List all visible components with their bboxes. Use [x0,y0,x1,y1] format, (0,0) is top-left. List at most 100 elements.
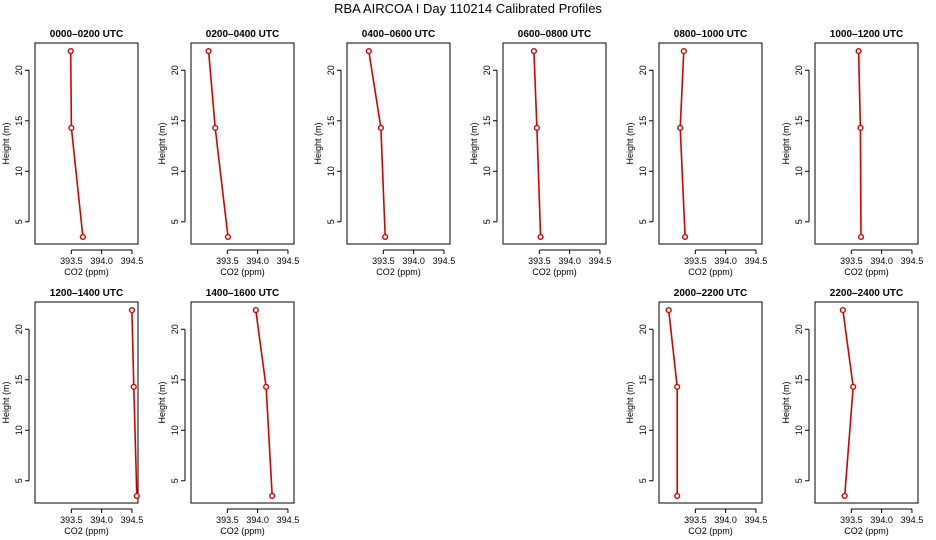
data-point [680,47,687,55]
y-tick-label: 5 [794,478,804,483]
profile-line [255,309,273,496]
profile-line [69,51,84,237]
y-tick-label: 15 [14,375,24,385]
panel-title: 1200–1400 UTC [50,288,123,299]
x-tick-label: 394.0 [402,256,425,266]
profile-line [857,51,862,237]
y-axis-label: Height (m) [781,122,791,164]
profile-line [533,51,542,237]
profile-panel: 0800–1000 UTC 393.5 394.0 394.5 CO2 (ppm) 5 10… [625,29,767,277]
y-tick-label: 15 [170,116,180,126]
x-tick-label: 394.0 [90,256,113,266]
y-tick-label: 5 [638,478,648,483]
y-tick-label: 15 [482,116,492,126]
y-axis-label: Height (m) [781,381,791,423]
plot-frame [502,42,607,245]
x-tick-label: 394.0 [870,256,893,266]
panel-title: 0200–0400 UTC [206,29,279,40]
y-tick-label: 10 [794,425,804,435]
plot-frame [190,301,295,504]
x-tick-label: 393.5 [60,515,83,525]
plot-frame [814,42,919,245]
data-point [252,306,259,314]
plot-frame [658,42,763,245]
data-point [133,492,140,500]
x-axis-label: CO2 (ppm) [376,267,421,277]
x-tick-label: 394.5 [277,515,300,525]
y-tick-label: 15 [638,375,648,385]
data-point [850,383,857,390]
y-tick-label: 5 [482,219,492,224]
data-point [674,383,681,390]
y-tick-label: 10 [638,166,648,176]
data-point [128,306,136,314]
y-tick-label: 10 [14,425,24,435]
profile-line [368,50,386,237]
y-axis-label: Height (m) [1,122,11,164]
data-point [212,124,219,131]
y-tick-label: 20 [14,65,24,75]
x-tick-label: 393.5 [840,515,863,525]
x-tick-label: 393.5 [684,256,707,266]
data-point [269,492,276,500]
x-tick-label: 394.5 [121,256,144,266]
x-axis-label: CO2 (ppm) [688,267,733,277]
data-point [365,47,372,55]
profile-panel: 0400–0600 UTC 393.5 394.0 394.5 CO2 (ppm) 5 10… [313,29,455,277]
data-point [857,124,864,131]
panel-title: 1000–1200 UTC [830,29,903,40]
panel-title: 1400–1600 UTC [206,288,279,299]
y-tick-label: 15 [794,116,804,126]
data-point [681,233,689,241]
x-tick-label: 394.5 [901,256,924,266]
y-tick-label: 15 [638,116,648,126]
x-tick-label: 393.5 [60,256,83,266]
y-tick-label: 15 [794,375,804,385]
data-point [857,233,865,241]
x-tick-label: 393.5 [840,256,863,266]
x-tick-label: 394.5 [277,256,300,266]
plot-frame [34,42,139,245]
data-point [224,233,232,241]
x-tick-label: 393.5 [216,256,239,266]
x-tick-label: 394.5 [745,515,768,525]
x-tick-label: 394.5 [901,515,924,525]
data-point [841,492,848,500]
data-point [68,124,75,131]
y-tick-label: 20 [326,65,336,75]
y-tick-label: 20 [14,324,24,334]
profile-line [667,310,679,496]
x-axis-label: CO2 (ppm) [220,526,265,536]
data-point [382,233,389,241]
x-tick-label: 394.0 [246,515,269,525]
x-tick-label: 394.5 [589,256,612,266]
x-axis-label: CO2 (ppm) [688,526,733,536]
x-tick-label: 394.0 [714,256,737,266]
data-point [855,47,862,55]
profile-line [131,310,138,496]
y-tick-label: 5 [794,219,804,224]
data-point [537,233,544,241]
y-axis-label: Height (m) [157,122,167,164]
y-axis-label: Height (m) [625,122,635,164]
x-axis-label: CO2 (ppm) [844,526,889,536]
y-tick-label: 5 [170,219,180,224]
y-axis-label: Height (m) [157,381,167,423]
x-axis-label: CO2 (ppm) [64,526,109,536]
y-tick-label: 20 [794,324,804,334]
data-point [677,124,684,131]
plot-frame [814,301,919,504]
x-tick-label: 393.5 [372,256,395,266]
plot-frame [346,42,451,245]
x-tick-label: 394.0 [558,256,581,266]
profile-line [842,309,855,496]
y-tick-label: 10 [14,166,24,176]
panel-title: 0000–0200 UTC [50,29,123,40]
y-tick-label: 5 [14,478,24,483]
y-axis-label: Height (m) [1,381,11,423]
plot-frame [34,301,139,504]
profile-panel: 0600–0800 UTC 393.5 394.0 394.5 CO2 (ppm) 5 10… [469,29,611,277]
data-point [839,306,846,314]
profile-line [207,51,229,237]
profile-panel: 2000–2200 UTC 393.5 394.0 394.5 CO2 (ppm) 5 10… [625,288,767,536]
